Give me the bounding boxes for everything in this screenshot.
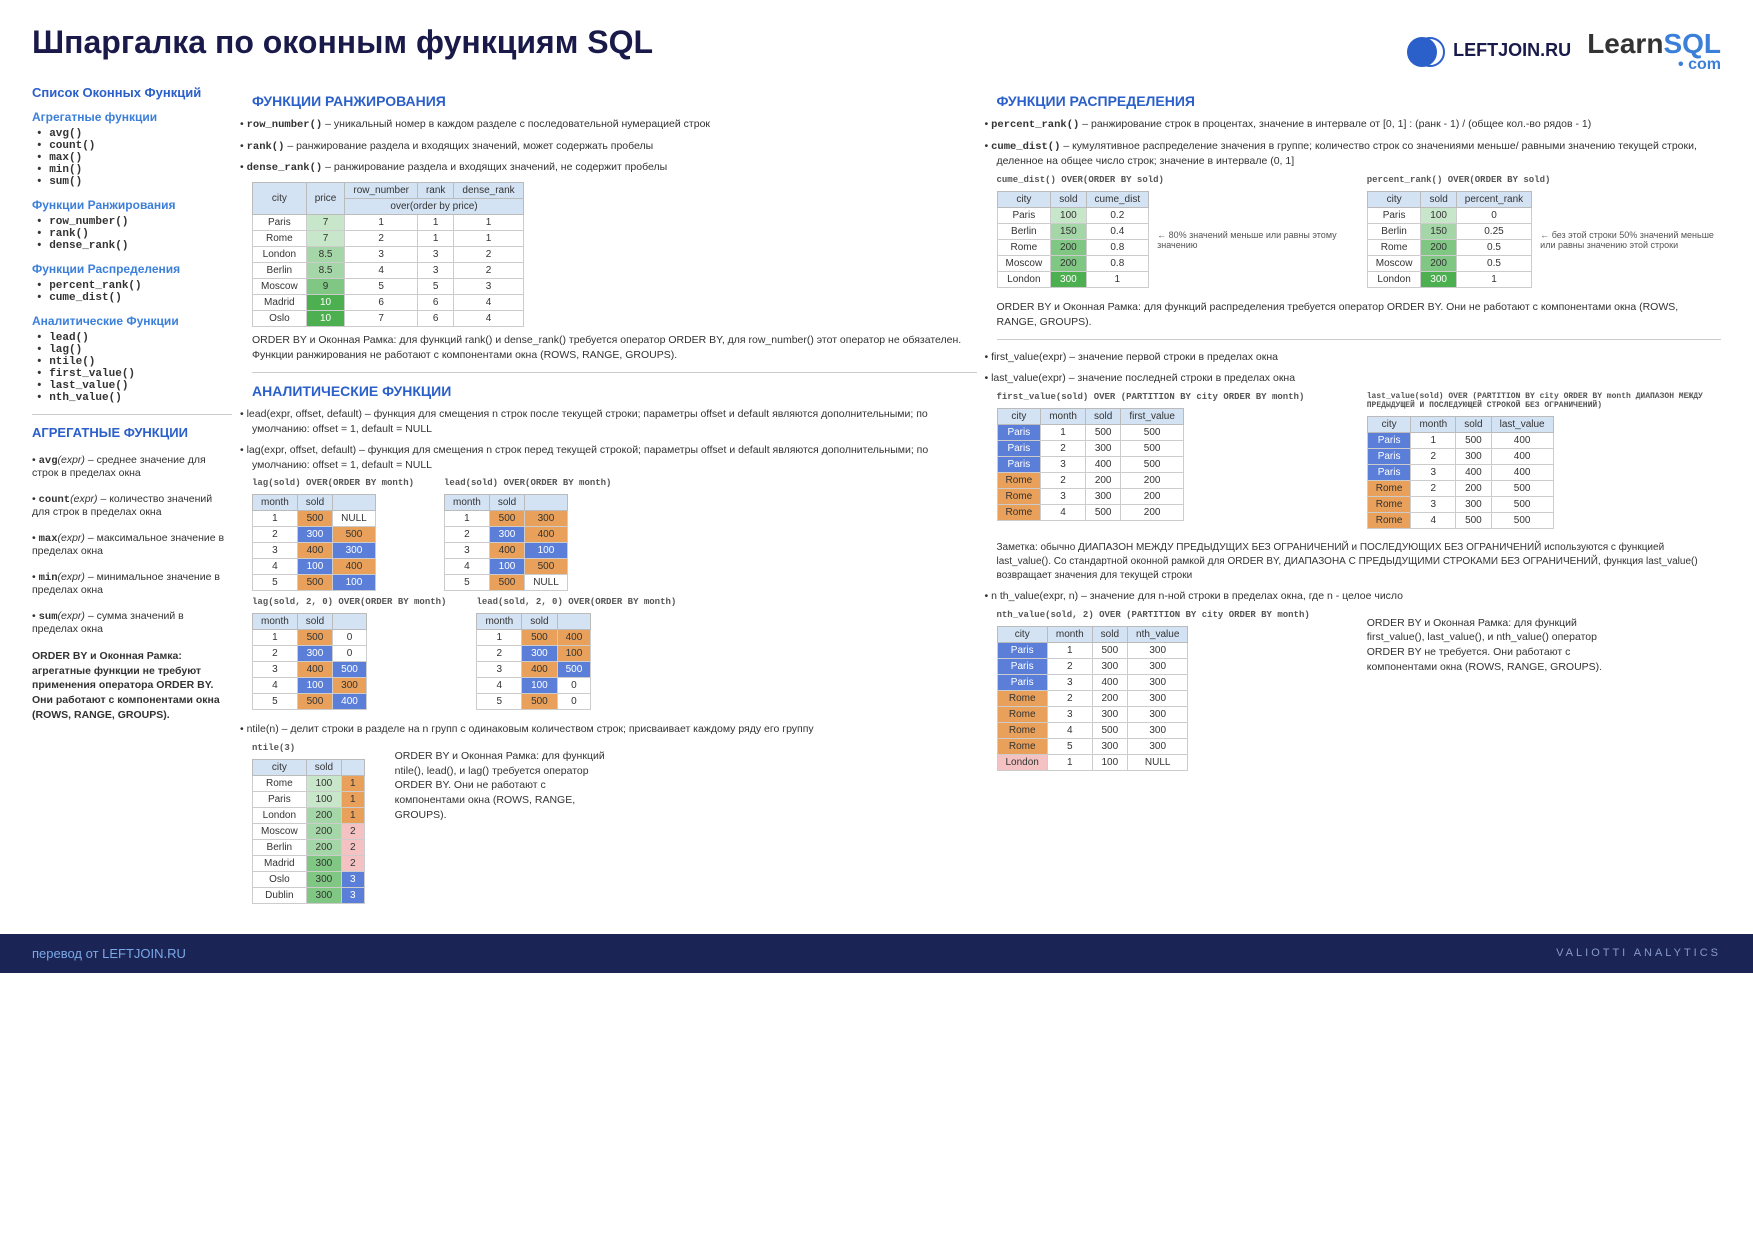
- agg-item: • avg(expr) – среднее значение для строк…: [32, 454, 232, 479]
- fn-item: max(): [36, 152, 232, 164]
- fn-item: row_number(): [36, 216, 232, 228]
- cume-dist-table: citysoldcume_distParis1000.2Berlin1500.4…: [997, 191, 1150, 288]
- nth-note: ORDER BY и Оконная Рамка: для функций fi…: [1367, 616, 1607, 771]
- agg-item: • min(expr) – минимальное значение в пре…: [32, 571, 232, 596]
- rank-item: rank() – ранжирование раздела и входящих…: [252, 139, 977, 155]
- lv-note: Заметка: обычно ДИАПАЗОН МЕЖДУ ПРЕДЫДУЩИ…: [997, 541, 1722, 583]
- fn-item: count(): [36, 140, 232, 152]
- analytic-note: ORDER BY и Оконная Рамка: для функций nt…: [395, 749, 615, 904]
- lag-desc: lag(expr, offset, default) – функция для…: [252, 443, 977, 472]
- sidebar: Список Оконных Функций Агрегатные функци…: [32, 85, 232, 910]
- sidebar-group-h: Агрегатные функции: [32, 110, 232, 124]
- fn-item: cume_dist(): [36, 292, 232, 304]
- ranking-heading: ФУНКЦИИ РАНЖИРОВАНИЯ: [252, 93, 977, 109]
- fn-item: percent_rank(): [36, 280, 232, 292]
- footer: перевод от LEFTJOIN.RU VALIOTTI ANALYTIC…: [0, 934, 1753, 973]
- sidebar-heading: Список Оконных Функций: [32, 85, 232, 100]
- learnsql-logo: LearnSQL• com: [1587, 28, 1721, 74]
- fn-item: dense_rank(): [36, 240, 232, 252]
- agg-item: • max(expr) – максимальное значение в пр…: [32, 532, 232, 557]
- fn-item: sum(): [36, 176, 232, 188]
- fn-item: rank(): [36, 228, 232, 240]
- first-value-table: citymonthsoldfirst_valueParis1500500Pari…: [997, 408, 1184, 521]
- fn-item: avg(): [36, 128, 232, 140]
- last-value-table: citymonthsoldlast_valueParis1500400Paris…: [1367, 416, 1554, 529]
- agg-note: ORDER BY и Оконная Рамка: агрегатные фун…: [32, 649, 232, 722]
- col-right: ФУНКЦИИ РАСПРЕДЕЛЕНИЯ percent_rank() – р…: [997, 85, 1722, 910]
- dist-item: percent_rank() – ранжирование строк в пр…: [997, 117, 1722, 133]
- agg-heading: АГРЕГАТНЫЕ ФУНКЦИИ: [32, 425, 232, 440]
- percent-note: ← без этой строки 50% значений меньше ил…: [1540, 230, 1719, 250]
- fv-desc: first_value(expr) – значение первой стро…: [997, 350, 1722, 365]
- fn-item: first_value(): [36, 368, 232, 380]
- percent-rank-table: citysoldpercent_rankParis1000Berlin1500.…: [1367, 191, 1532, 288]
- logos: LEFTJOIN.RU LearnSQL• com: [1407, 28, 1721, 74]
- leftjoin-logo: LEFTJOIN.RU: [1407, 37, 1571, 65]
- analytic-heading: АНАЛИТИЧЕСКИЕ ФУНКЦИИ: [252, 383, 977, 399]
- dist-note: ORDER BY и Оконная Рамка: для функций ра…: [997, 300, 1722, 329]
- venn-icon: [1407, 37, 1445, 65]
- lv-desc: last_value(expr) – значение последней ст…: [997, 371, 1722, 386]
- agg-item: • count(expr) – количество значений для …: [32, 493, 232, 518]
- cume-note: ← 80% значений меньше или равны этому зн…: [1157, 230, 1349, 250]
- ntile-desc: ntile(n) – делит строки в разделе на n г…: [252, 722, 977, 737]
- col-middle: ФУНКЦИИ РАНЖИРОВАНИЯ row_number() – уник…: [252, 85, 977, 910]
- nth-desc: n th_value(expr, n) – значение для n-ной…: [997, 589, 1722, 604]
- page-title: Шпаргалка по оконным функциям SQL: [32, 24, 653, 61]
- ranking-note: ORDER BY и Оконная Рамка: для функций ra…: [252, 333, 977, 362]
- ranking-table: citypricerow_numberrankdense_rankover(or…: [252, 182, 524, 327]
- sidebar-group-h: Функции Ранжирования: [32, 198, 232, 212]
- lead-desc: lead(expr, offset, default) – функция дл…: [252, 407, 977, 436]
- lag1-table: monthsold1500NULL23005003400300410040055…: [252, 494, 376, 591]
- fn-item: last_value(): [36, 380, 232, 392]
- fn-item: nth_value(): [36, 392, 232, 404]
- rank-item: dense_rank() – ранжирование раздела и вх…: [252, 160, 977, 176]
- sidebar-group-h: Функции Распределения: [32, 262, 232, 276]
- dist-heading: ФУНКЦИИ РАСПРЕДЕЛЕНИЯ: [997, 93, 1722, 109]
- fn-item: ntile(): [36, 356, 232, 368]
- footer-right: VALIOTTI ANALYTICS: [1556, 947, 1721, 959]
- sidebar-group-h: Аналитические Функции: [32, 314, 232, 328]
- footer-left: перевод от LEFTJOIN.RU: [32, 946, 186, 961]
- lead2-table: monthsold1500400230010034005004100055000: [476, 613, 591, 710]
- agg-item: • sum(expr) – сумма значений в пределах …: [32, 610, 232, 635]
- fn-item: min(): [36, 164, 232, 176]
- rank-item: row_number() – уникальный номер в каждом…: [252, 117, 977, 133]
- ntile-table: citysoldRome1001Paris1001London2001Mosco…: [252, 759, 365, 904]
- lag2-table: monthsold1500023000340050041003005500400: [252, 613, 367, 710]
- fn-item: lag(): [36, 344, 232, 356]
- fn-item: lead(): [36, 332, 232, 344]
- nth-value-table: citymonthsoldnth_valueParis1500300Paris2…: [997, 626, 1189, 771]
- lead1-table: monthsold1500300230040034001004100500550…: [444, 494, 568, 591]
- dist-item: cume_dist() – кумулятивное распределение…: [997, 139, 1722, 169]
